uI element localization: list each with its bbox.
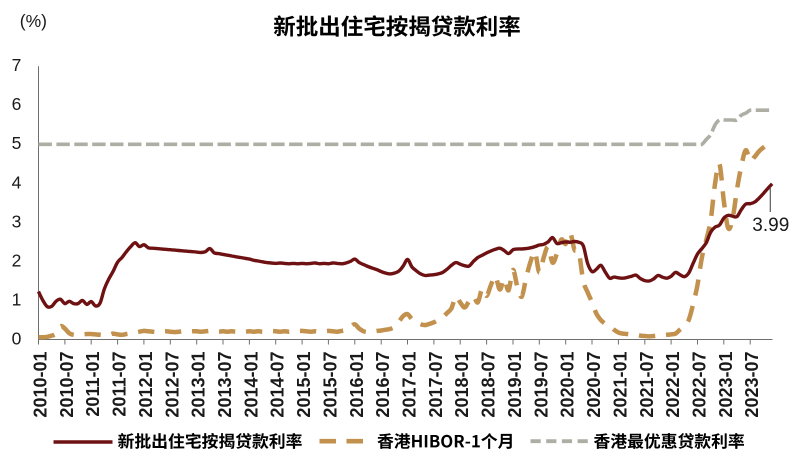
- svg-text:2015-01: 2015-01: [294, 352, 314, 418]
- svg-text:2013-07: 2013-07: [215, 352, 235, 418]
- svg-text:2010-01: 2010-01: [31, 352, 51, 418]
- svg-text:2020-01: 2020-01: [558, 352, 578, 418]
- svg-text:3: 3: [12, 211, 22, 231]
- svg-text:2021-07: 2021-07: [637, 352, 657, 418]
- svg-text:3.99: 3.99: [752, 215, 789, 236]
- svg-text:2021-01: 2021-01: [610, 352, 630, 418]
- svg-text:7: 7: [12, 55, 22, 75]
- svg-text:2016-01: 2016-01: [347, 352, 367, 418]
- svg-text:2011-07: 2011-07: [110, 352, 130, 417]
- svg-text:2010-07: 2010-07: [57, 352, 77, 418]
- svg-text:2023-07: 2023-07: [742, 352, 762, 418]
- svg-text:0: 0: [12, 328, 22, 348]
- svg-text:2019-01: 2019-01: [505, 352, 525, 418]
- svg-text:4: 4: [12, 172, 22, 192]
- svg-text:5: 5: [12, 133, 22, 153]
- svg-text:2018-01: 2018-01: [452, 352, 472, 418]
- svg-text:6: 6: [12, 94, 22, 114]
- svg-text:1: 1: [12, 289, 22, 309]
- svg-text:2: 2: [12, 250, 22, 270]
- svg-text:2022-01: 2022-01: [663, 352, 683, 418]
- svg-text:2015-07: 2015-07: [320, 352, 340, 418]
- svg-text:2012-07: 2012-07: [162, 352, 182, 418]
- svg-text:2019-07: 2019-07: [531, 352, 551, 418]
- svg-text:(%): (%): [20, 11, 47, 31]
- svg-text:2013-01: 2013-01: [189, 352, 209, 418]
- svg-text:2017-07: 2017-07: [426, 352, 446, 418]
- svg-text:2014-01: 2014-01: [241, 352, 261, 418]
- svg-text:2017-01: 2017-01: [400, 352, 420, 418]
- svg-text:2011-01: 2011-01: [83, 352, 103, 417]
- svg-text:2020-07: 2020-07: [584, 352, 604, 418]
- svg-text:2023-01: 2023-01: [716, 352, 736, 418]
- svg-text:2022-07: 2022-07: [690, 352, 710, 418]
- svg-text:2016-07: 2016-07: [373, 352, 393, 418]
- svg-text:2014-07: 2014-07: [268, 352, 288, 418]
- svg-text:2012-01: 2012-01: [136, 352, 156, 418]
- svg-text:2018-07: 2018-07: [479, 352, 499, 418]
